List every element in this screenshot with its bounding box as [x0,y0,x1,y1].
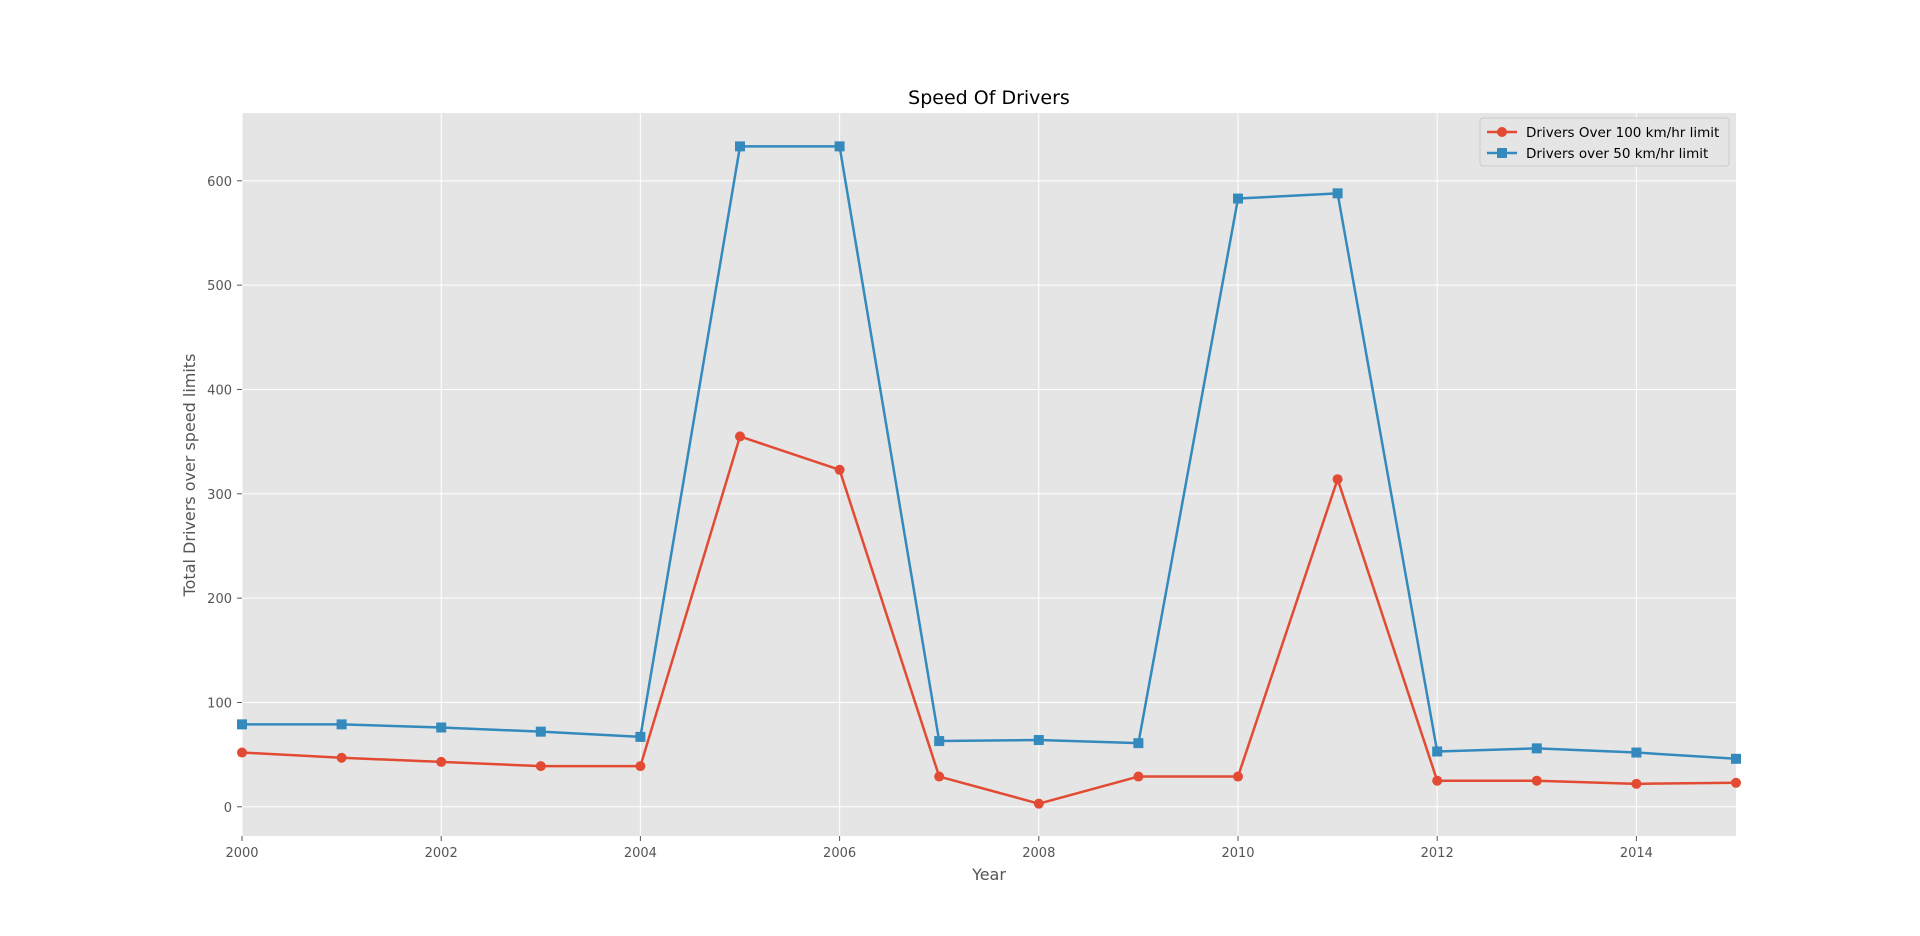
data-point [735,431,745,442]
data-point [1531,743,1542,754]
data-point [1033,735,1044,746]
x-axis-ticks: 2000 2002 2004 2006 2008 2010 2012 2014 [225,836,1653,861]
y-axis-label: Total Drivers over speed limits [180,354,199,598]
x-tick-label: 2000 [225,846,258,861]
data-point [1432,746,1443,757]
data-point [635,761,646,772]
x-tick-label: 2006 [823,846,856,861]
data-point [237,719,247,730]
data-point [735,141,745,152]
data-point [1133,738,1144,749]
y-tick-label: 200 [207,592,232,607]
data-point [1731,753,1741,764]
series-line [241,435,1737,805]
legend-label: Drivers Over 100 km/hr limit [1526,125,1719,141]
data-point [436,756,447,767]
y-axis-ticks: 0 100 200 300 400 500 600 [207,175,242,816]
data-point [535,761,546,772]
legend: Drivers Over 100 km/hr limit Drivers over… [1479,117,1730,167]
series-line [242,145,1737,761]
y-tick-label: 0 [224,801,232,816]
x-tick-label: 2012 [1421,846,1454,861]
x-tick-label: 2002 [425,846,458,861]
x-tick-label: 2004 [624,846,657,861]
data-point [1133,771,1144,782]
data-point [535,726,546,737]
data-point [436,722,447,733]
data-point [1233,771,1243,782]
data-point [635,731,646,742]
data-point [1332,188,1343,199]
data-point [336,719,347,730]
data-point [1631,778,1642,789]
data-point [336,752,347,763]
data-point [237,747,247,758]
data-point [1233,193,1243,204]
data-point [1731,777,1741,788]
legend-box [1479,117,1730,167]
plot-area [242,113,1736,836]
data-point [1531,775,1542,786]
y-tick-label: 500 [207,279,232,294]
legend-marker [1497,148,1507,158]
y-tick-label: 400 [207,383,232,398]
data-point [1432,775,1443,786]
x-tick-label: 2010 [1221,846,1254,861]
x-tick-label: 2008 [1022,846,1055,861]
data-point [1033,798,1044,809]
y-tick-label: 100 [207,696,232,711]
series-group [237,141,1741,809]
data-point [934,736,945,747]
legend-marker [1497,127,1507,137]
grid-lines [241,113,1736,836]
data-point [834,141,845,152]
x-axis-label: Year [971,865,1006,884]
data-point [834,464,845,475]
chart-title: Speed Of Drivers [908,87,1070,109]
data-point [1631,747,1642,758]
y-tick-label: 600 [207,175,232,190]
data-point [1332,474,1343,485]
data-point [934,771,945,782]
y-tick-label: 300 [207,488,232,503]
x-tick-label: 2014 [1620,846,1653,861]
legend-label: Drivers over 50 km/hr limit [1526,146,1708,162]
series-2 [237,141,1741,764]
series-1 [237,431,1741,809]
